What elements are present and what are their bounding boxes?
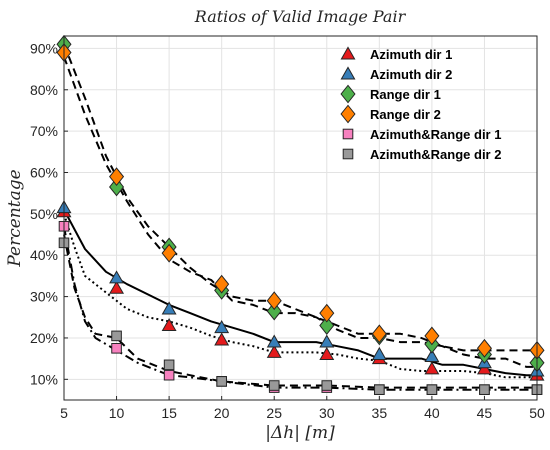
y-tick-label: 80% xyxy=(30,82,58,98)
legend-marker xyxy=(340,66,356,80)
data-point xyxy=(371,324,387,344)
data-point xyxy=(111,330,122,342)
data-point xyxy=(266,301,282,321)
fit-lines-layer xyxy=(63,43,537,391)
data-point xyxy=(321,380,333,391)
x-tick-label: 30 xyxy=(319,405,335,421)
fit-line-dashed xyxy=(63,43,537,352)
data-point xyxy=(479,384,490,395)
y-tick-label: 50% xyxy=(30,206,58,222)
y-tick-label: 60% xyxy=(30,165,58,181)
legend-label: Range dir 1 xyxy=(370,87,441,102)
y-tick-label: 70% xyxy=(30,123,58,139)
data-point xyxy=(214,274,230,294)
plot-area xyxy=(64,36,537,400)
x-tick-label: 20 xyxy=(214,405,230,421)
chart-title: Ratios of Valid Image Pair xyxy=(194,7,407,26)
data-point xyxy=(266,344,282,358)
data-point xyxy=(266,291,282,311)
data-point xyxy=(268,380,280,391)
data-point xyxy=(214,320,230,334)
data-point xyxy=(374,384,385,395)
legend-marker xyxy=(342,128,354,140)
legend-marker xyxy=(340,104,356,124)
y-tick-labels: 10% 20% 30% 40% 50% 60% 70% 80% 90% xyxy=(30,40,58,387)
data-point xyxy=(216,376,227,387)
data-point xyxy=(371,346,387,360)
y-tick-label: 90% xyxy=(30,40,58,56)
data-point xyxy=(319,346,335,360)
data-point xyxy=(109,167,125,187)
fit-line-dashdot xyxy=(63,226,537,391)
legend-label: Azimuth&Range dir 1 xyxy=(370,127,501,142)
legend-marker xyxy=(340,46,356,60)
data-point xyxy=(426,384,438,395)
legend-label: Azimuth dir 2 xyxy=(370,67,452,82)
data-point xyxy=(109,280,125,294)
data-point xyxy=(266,334,282,348)
x-axis-title: |Δh| [m] xyxy=(265,423,335,443)
y-tick-label: 20% xyxy=(30,330,58,346)
x-tick-label: 50 xyxy=(529,405,545,421)
data-point xyxy=(214,332,230,346)
y-tick-label: 40% xyxy=(30,247,58,263)
data-point xyxy=(161,243,177,263)
x-tick-labels: 5 10 15 20 25 30 35 40 45 50 xyxy=(60,405,545,421)
x-tick-label: 5 xyxy=(60,405,68,421)
x-tick-label: 15 xyxy=(161,405,177,421)
data-point xyxy=(476,338,492,358)
data-point xyxy=(111,342,122,354)
data-point xyxy=(109,270,125,284)
y-tick-label: 10% xyxy=(30,371,58,387)
y-tick-label: 30% xyxy=(30,289,58,305)
legend-label: Azimuth&Range dir 2 xyxy=(370,147,501,162)
data-point xyxy=(161,301,177,315)
x-tick-label: 10 xyxy=(109,405,125,421)
x-tick-label: 25 xyxy=(266,405,282,421)
x-tick-label: 40 xyxy=(424,405,440,421)
fit-line-solid xyxy=(63,209,537,377)
data-point xyxy=(319,316,335,335)
fit-line-dashed xyxy=(63,234,537,389)
legend: Azimuth dir 1 Azimuth dir 2 Range dir 1 Ran… xyxy=(340,46,501,162)
fit-line-dashed xyxy=(63,56,537,368)
legend-label: Azimuth dir 1 xyxy=(370,47,452,62)
legend-marker xyxy=(340,84,356,104)
data-point xyxy=(161,317,177,331)
legend-marker xyxy=(342,148,354,160)
x-tick-label: 45 xyxy=(477,405,493,421)
data-point xyxy=(319,334,335,348)
data-point xyxy=(424,361,440,375)
markers-layer xyxy=(56,34,545,395)
data-point xyxy=(424,348,440,363)
data-point xyxy=(319,303,335,323)
x-tick-label: 35 xyxy=(372,405,388,421)
data-point xyxy=(109,177,125,197)
data-point xyxy=(163,359,175,371)
y-axis-title: Percentage xyxy=(5,169,25,267)
legend-label: Range dir 2 xyxy=(370,107,441,122)
data-point xyxy=(424,326,440,346)
plot-frame xyxy=(63,35,538,401)
data-point xyxy=(163,369,175,381)
